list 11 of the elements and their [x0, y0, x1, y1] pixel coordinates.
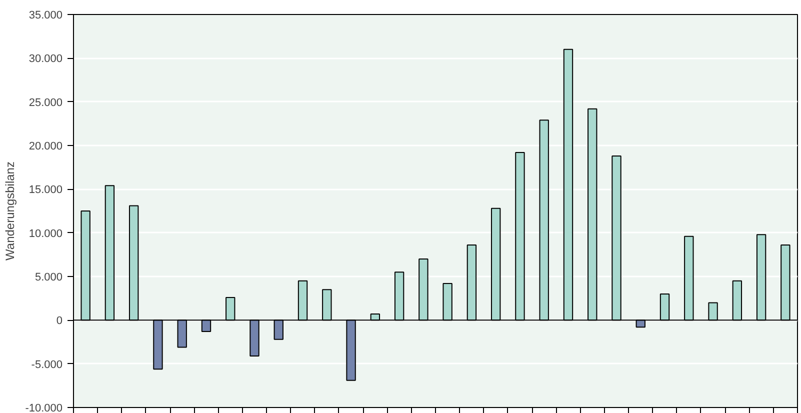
- y-tick-label: 15.000: [28, 184, 63, 196]
- y-tick-label: -5.000: [31, 358, 63, 371]
- y-tick-label: 10.000: [28, 228, 63, 240]
- y-tick-label: 25.000: [28, 96, 63, 109]
- y-axis-title: Wanderungsbilanz: [3, 162, 18, 260]
- y-tick-label: -10.000: [25, 402, 63, 413]
- y-tick-label: 20.000: [28, 140, 63, 152]
- y-tick-label: 35.000: [28, 10, 63, 22]
- y-tick-label: 30.000: [28, 53, 63, 66]
- y-tick-label: 5.000: [34, 272, 63, 284]
- y-tick-label: 0: [56, 315, 63, 328]
